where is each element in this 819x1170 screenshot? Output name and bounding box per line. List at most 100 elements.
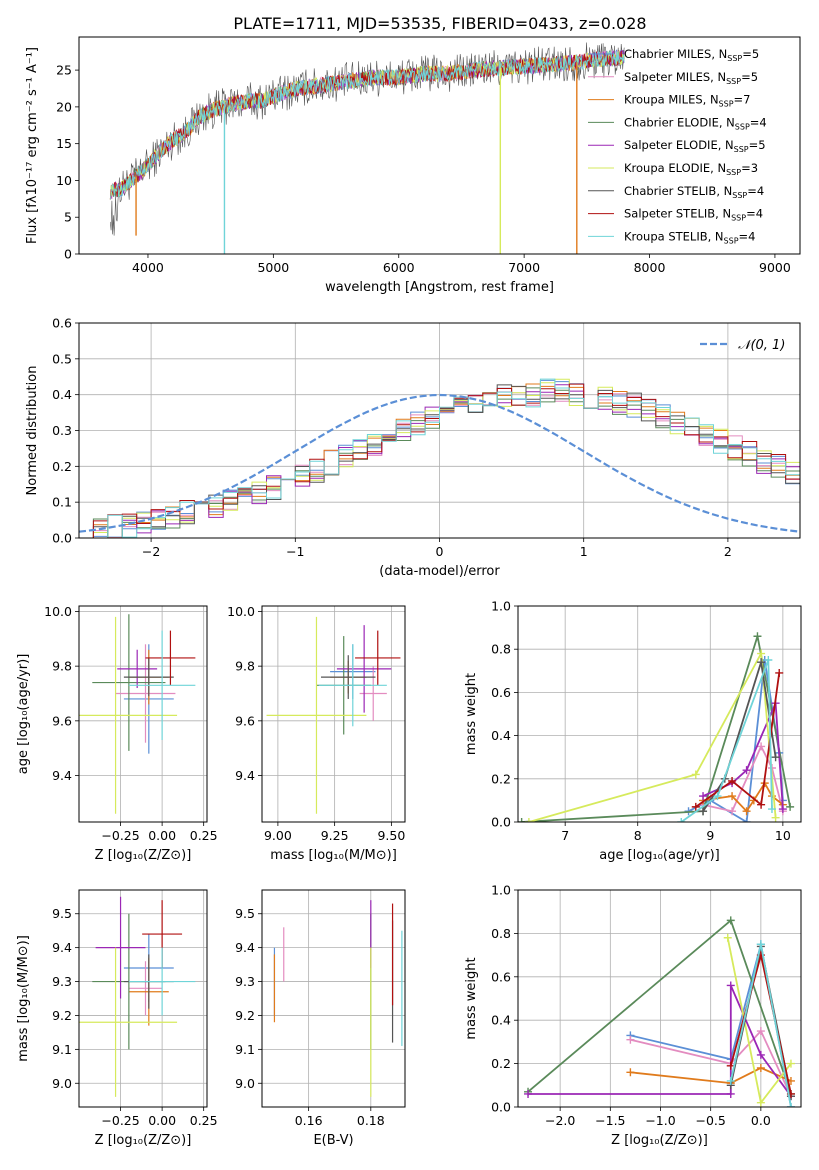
legend-label: Kroupa ELODIE, NSSP=3 bbox=[624, 161, 758, 177]
x-tick-label: 9000 bbox=[759, 260, 791, 275]
weight-point bbox=[726, 916, 735, 925]
figure-title: PLATE=1711, MJD=53535, FIBERID=0433, z=0… bbox=[233, 14, 646, 33]
x-tick-label: 0.25 bbox=[190, 1113, 218, 1128]
weight-point bbox=[713, 792, 722, 801]
x-tick-label: −2.0 bbox=[545, 1113, 575, 1128]
x-axis-label: wavelength [Angstrom, rest frame] bbox=[325, 280, 554, 295]
weight-point bbox=[626, 1035, 635, 1044]
histogram-step bbox=[79, 384, 800, 538]
y-tick-label: 0.2 bbox=[491, 1056, 511, 1071]
weight-point bbox=[757, 658, 766, 667]
y-tick-label: 0.8 bbox=[491, 926, 511, 941]
x-axis-label: (data-model)/error bbox=[379, 564, 500, 579]
weight_vs_Z-panel: −2.0 −1.5 −1.0 −0.5 0.0 0.0 0.2 0.4 0.6 0.8 1.0 Z [… bbox=[464, 883, 802, 1148]
weight-point bbox=[728, 776, 737, 785]
axes-frame bbox=[261, 605, 406, 823]
x-axis-label: Z [log₁₀(Z/Z⊙)] bbox=[95, 848, 192, 863]
y-tick-label: 0.2 bbox=[52, 459, 72, 474]
y-tick-label: 9.4 bbox=[235, 768, 255, 783]
x-tick-label: −0.5 bbox=[696, 1113, 726, 1128]
y-axis-label: mass weight bbox=[464, 673, 479, 755]
x-tick-label: 2 bbox=[724, 544, 732, 559]
weight-point bbox=[756, 1027, 765, 1036]
y-tick-label: 9.6 bbox=[235, 713, 255, 728]
spectrum-line bbox=[109, 50, 625, 200]
spectrum-panel: 4000 5000 6000 7000 8000 9000 0 5 10 15 20 25 wavele… bbox=[25, 36, 801, 295]
weight-point bbox=[757, 742, 766, 751]
legend-label: Chabrier ELODIE, NSSP=4 bbox=[624, 115, 767, 131]
x-tick-label: 0.16 bbox=[295, 1113, 323, 1128]
axes-frame bbox=[261, 889, 406, 1108]
y-tick-label: 10.0 bbox=[227, 604, 255, 619]
x-tick-label: 9.25 bbox=[321, 828, 349, 843]
weight-point bbox=[742, 766, 751, 775]
legend-label: Kroupa MILES, NSSP=7 bbox=[624, 93, 750, 109]
x-axis-label: mass [log₁₀(M/M⊙)] bbox=[270, 848, 397, 863]
legend-label: Salpeter STELIB, NSSP=4 bbox=[624, 207, 763, 223]
x-axis-label: Z [log₁₀(Z/Z⊙)] bbox=[611, 1133, 708, 1148]
axes-frame bbox=[517, 605, 802, 823]
y-tick-label: 0.3 bbox=[52, 423, 72, 438]
y-tick-label: 0.6 bbox=[491, 685, 511, 700]
x-tick-label: −2 bbox=[142, 544, 160, 559]
mass_vs_Z-panel: −0.25 0.00 0.25 9.0 9.1 9.2 9.3 9.4 9.5 Z [log₁₀(… bbox=[16, 889, 218, 1148]
x-tick-label: −1 bbox=[286, 544, 304, 559]
x-tick-label: 0.00 bbox=[148, 828, 176, 843]
y-tick-label: 9.0 bbox=[52, 1076, 72, 1091]
y-tick-label: 9.2 bbox=[235, 1008, 255, 1023]
weight-point bbox=[786, 802, 795, 811]
y-tick-label: 1.0 bbox=[491, 599, 511, 614]
y-tick-label: 9.1 bbox=[235, 1042, 255, 1057]
x-tick-label: 0.18 bbox=[357, 1113, 385, 1128]
y-tick-label: 0.6 bbox=[52, 316, 72, 331]
x-tick-label: 7000 bbox=[508, 260, 540, 275]
y-tick-label: 0.8 bbox=[491, 642, 511, 657]
y-tick-label: 25 bbox=[56, 63, 72, 78]
x-tick-label: 9.00 bbox=[264, 828, 292, 843]
y-tick-label: 0.4 bbox=[52, 387, 72, 402]
axes-frame bbox=[78, 322, 801, 539]
y-axis-label: mass [log₁₀(M/M⊙)] bbox=[16, 935, 31, 1062]
weight-point bbox=[726, 981, 735, 990]
weight-point bbox=[767, 805, 776, 814]
weight-line bbox=[680, 659, 773, 822]
weight-point bbox=[786, 1103, 795, 1107]
x-axis-label: Z [log₁₀(Z/Z⊙)] bbox=[95, 1133, 192, 1148]
legend-label: 𝒩(0, 1) bbox=[738, 338, 785, 353]
weight-point bbox=[691, 802, 700, 811]
y-tick-label: 9.1 bbox=[52, 1042, 72, 1057]
x-tick-label: 1 bbox=[580, 544, 588, 559]
weight-point bbox=[757, 649, 766, 658]
mass_vs_ebv-panel: 0.16 0.18 9.0 9.1 9.2 9.3 9.4 9.5 E(B-V) bbox=[235, 889, 406, 1148]
y-tick-label: 9.5 bbox=[52, 906, 72, 921]
panels: 4000 5000 6000 7000 8000 90000510152025wavele… bbox=[16, 36, 802, 1148]
weight-point bbox=[524, 1089, 533, 1098]
y-tick-label: 9.2 bbox=[52, 1008, 72, 1023]
weight-point bbox=[742, 807, 751, 816]
legend-label: Salpeter MILES, NSSP=5 bbox=[624, 70, 758, 86]
spectrum-line bbox=[109, 50, 625, 200]
weight-point bbox=[756, 1050, 765, 1059]
y-tick-label: 9.5 bbox=[235, 906, 255, 921]
x-tick-label: 10 bbox=[775, 828, 791, 843]
histogram-step bbox=[79, 378, 800, 538]
y-tick-label: 9.4 bbox=[52, 940, 72, 955]
x-axis-label: age [log₁₀(age/yr)] bbox=[599, 848, 720, 863]
weight-point bbox=[699, 792, 708, 801]
y-tick-label: 15 bbox=[56, 136, 72, 151]
weight-point bbox=[786, 1059, 795, 1068]
legend-label: Kroupa STELIB, NSSP=4 bbox=[624, 229, 755, 245]
weight-point bbox=[726, 1089, 735, 1098]
weight-line bbox=[528, 650, 777, 822]
y-tick-label: 5 bbox=[64, 210, 72, 225]
y-tick-label: 0.0 bbox=[491, 1100, 511, 1115]
weight-point bbox=[699, 807, 708, 816]
x-tick-label: 8000 bbox=[634, 260, 666, 275]
y-axis-label: Flux [fλ10⁻¹⁷ erg cm⁻² s⁻¹ A⁻¹] bbox=[25, 47, 40, 244]
y-axis-label: mass weight bbox=[464, 957, 479, 1039]
y-tick-label: 0.4 bbox=[491, 728, 511, 743]
y-tick-label: 10.0 bbox=[44, 604, 72, 619]
y-tick-label: 0.2 bbox=[491, 771, 511, 786]
weight-point bbox=[757, 800, 766, 809]
